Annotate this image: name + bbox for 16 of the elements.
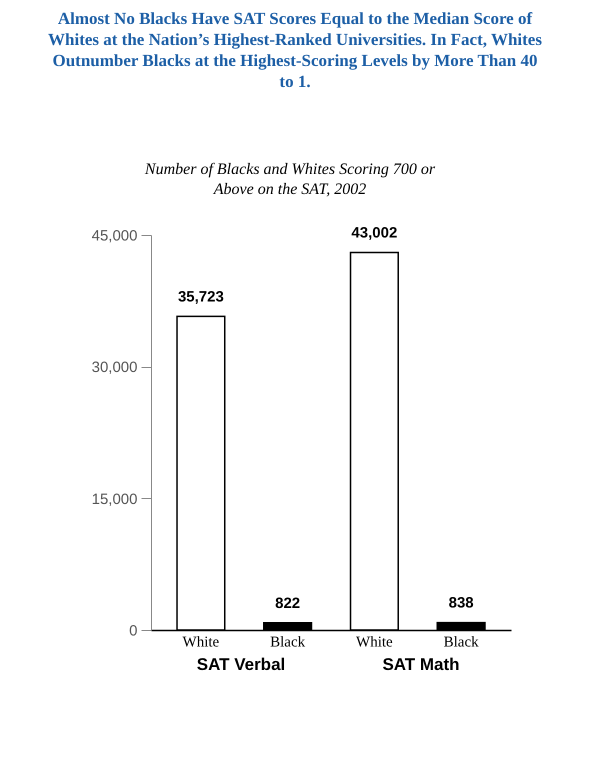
text: SAT Verbal bbox=[196, 655, 286, 675]
x-tick-label: Black bbox=[270, 634, 306, 650]
x-tick-label: White bbox=[182, 634, 220, 650]
data-label: 838 bbox=[448, 594, 474, 612]
x-tick-label: Black bbox=[444, 634, 480, 650]
y-tick-label: 30,000 bbox=[92, 359, 138, 376]
chart-title: Almost No Blacks Have SAT Scores Equal to the Median Score of Whites at the Nation’s Highest-Ranked Universities. In Fact, Whites Outnumber Blacks at the Highest-Scoring Levels by More Than 40 to 1. bbox=[47, 8, 543, 92]
data-label: 43,002 bbox=[351, 224, 398, 242]
y-tick-label: 15,000 bbox=[92, 490, 138, 508]
data-label: 822 bbox=[275, 594, 300, 612]
y-tick-label: 45,000 bbox=[92, 228, 138, 244]
text: SAT Math bbox=[381, 655, 461, 675]
y-tick-label: 0 bbox=[129, 622, 138, 640]
data-label: 35,723 bbox=[178, 288, 224, 306]
chart-subtitle: Number of Blacks and Whites Scoring 700 or Above on the SAT, 2002 bbox=[144, 160, 436, 200]
x-tick-label: White bbox=[356, 634, 394, 650]
